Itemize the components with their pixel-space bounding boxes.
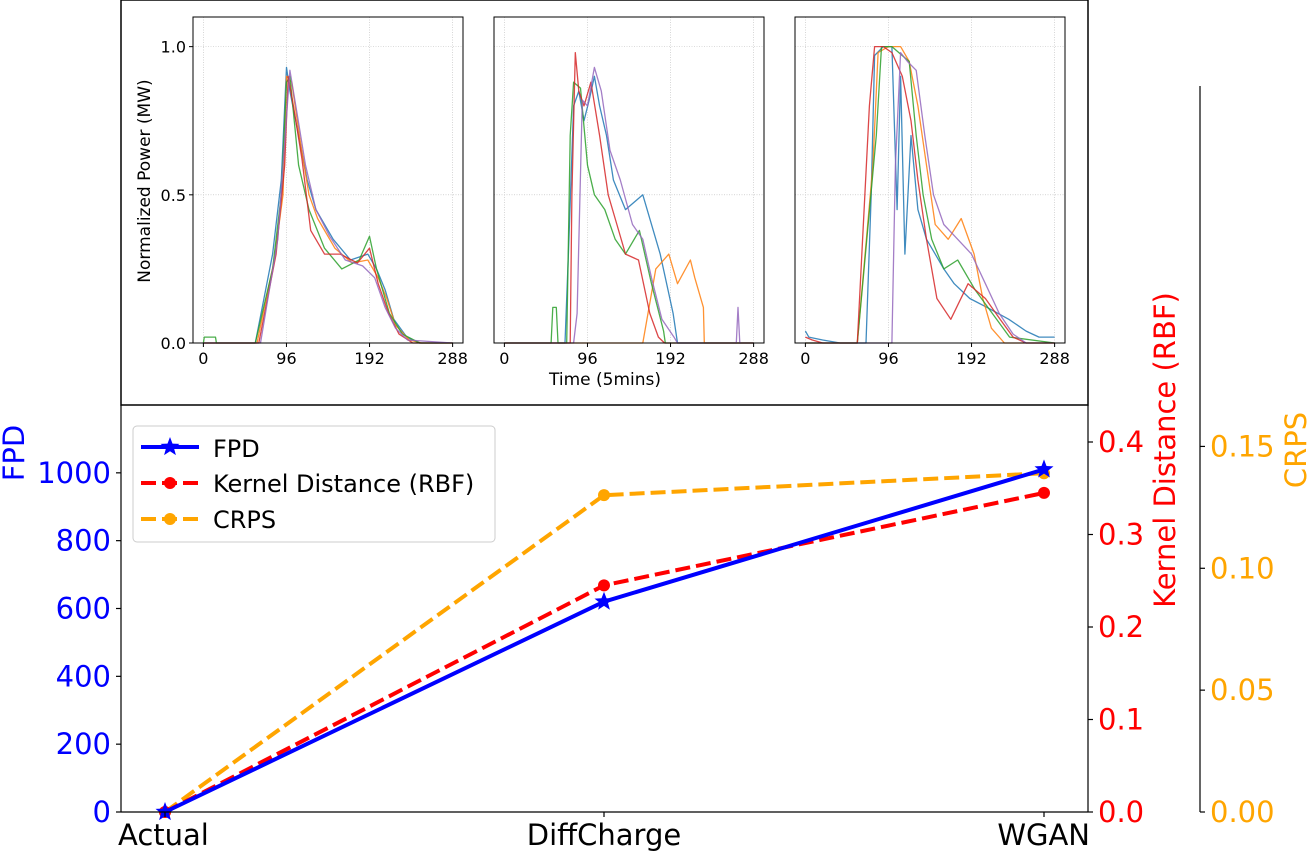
kernel-tick-label: 0.3 <box>1098 518 1144 552</box>
inset-panel-actual: 0 96 192 288 0.0 0.5 1.0 <box>161 16 468 368</box>
inset-x-tick-label: 288 <box>437 349 468 368</box>
main-plot-lines <box>155 459 1054 821</box>
crps-tick-label: 0.00 <box>1210 795 1275 829</box>
inset-x-axis-label: Time (5mins) <box>548 370 661 390</box>
inset-sample-line <box>504 75 754 344</box>
inset-x-tick-label: 288 <box>738 349 769 368</box>
legend-kernel-label: Kernel Distance (RBF) <box>213 470 474 498</box>
inset-sample-line <box>504 81 754 344</box>
inset-sample-line <box>805 45 1055 344</box>
inset-x-tick-label: 0 <box>499 349 509 368</box>
inset-frame <box>120 0 1089 406</box>
x-tick-label: Actual <box>118 818 209 852</box>
inset-sample-line <box>805 45 1055 344</box>
fpd-tick-label: 600 <box>56 592 111 626</box>
kernel-tick-label: 0.2 <box>1098 610 1144 644</box>
crps-tick-label: 0.15 <box>1210 429 1275 463</box>
series-line-crps <box>163 471 1045 814</box>
inset-x-tick-label: 96 <box>878 349 898 368</box>
inset-y-tick-label: 0.5 <box>161 186 186 205</box>
legend-crps-marker <box>164 513 176 525</box>
legend-kernel-marker <box>164 477 176 489</box>
inset-sample-line <box>504 253 754 344</box>
x-tick-label: DiffCharge <box>527 818 681 852</box>
fpd-tick-label: 0 <box>93 795 111 829</box>
inset-sample-line <box>805 45 1055 344</box>
kernel-tick-label: 0.0 <box>1098 795 1144 829</box>
kernel-distance-point <box>1038 486 1050 499</box>
inset-x-tick-label: 0 <box>800 349 810 368</box>
crps-axis-label: CRPS <box>1279 412 1313 488</box>
inset-panel-wgan: 0 96 192 288 <box>794 16 1070 368</box>
crps-point <box>598 489 610 502</box>
inset-x-tick-label: 96 <box>577 349 597 368</box>
main-axes: Actual DiffCharge WGAN 0 200 400 600 800 1000 0.0… <box>37 86 1275 852</box>
legend-fpd-label: FPD <box>213 435 260 463</box>
fpd-point <box>594 591 614 610</box>
inset-x-tick-label: 192 <box>655 349 686 368</box>
fpd-point <box>155 802 175 821</box>
inset-x-tick-label: 192 <box>956 349 987 368</box>
fpd-tick-label: 1000 <box>37 456 111 490</box>
inset-x-tick-label: 288 <box>1039 349 1070 368</box>
legend-fpd-marker <box>160 437 180 456</box>
crps-tick-label: 0.10 <box>1210 551 1275 585</box>
inset-panel-diffcharge: 0 96 192 288 <box>493 16 769 368</box>
inset-sample-line <box>203 66 453 344</box>
crps-tick-label: 0.05 <box>1210 673 1275 707</box>
inset-y-tick-label: 1.0 <box>161 38 186 57</box>
fpd-tick-label: 200 <box>56 727 111 761</box>
inset-y-axis-label: Normalized Power (MW) <box>135 79 155 282</box>
inset-sample-line <box>203 69 453 344</box>
kernel-distance-axis-label: Kernel Distance (RBF) <box>1148 292 1182 608</box>
inset-sample-line <box>805 51 1055 344</box>
legend: FPD Kernel Distance (RBF) CRPS <box>132 425 496 543</box>
inset-sample-line <box>504 51 754 344</box>
inset-x-tick-label: 96 <box>276 349 296 368</box>
legend-box <box>132 425 496 543</box>
fpd-tick-label: 400 <box>56 659 111 693</box>
legend-crps-label: CRPS <box>213 506 276 534</box>
fpd-axis-label: FPD <box>0 425 31 482</box>
kernel-tick-label: 0.4 <box>1098 425 1144 459</box>
x-tick-label: WGAN <box>997 818 1090 852</box>
kernel-tick-label: 0.1 <box>1098 703 1144 737</box>
inset-x-tick-label: 192 <box>354 349 385 368</box>
kernel-distance-point <box>598 579 610 592</box>
inset-y-tick-label: 0.0 <box>161 334 186 353</box>
fpd-tick-label: 800 <box>56 524 111 558</box>
fpd-point <box>1034 459 1054 478</box>
inset-x-tick-label: 0 <box>198 349 208 368</box>
